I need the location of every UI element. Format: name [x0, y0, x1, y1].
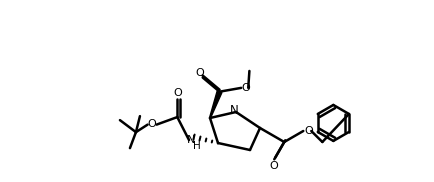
Text: H: H [193, 141, 201, 151]
Text: O: O [242, 83, 250, 93]
Text: O: O [304, 126, 312, 136]
Text: O: O [147, 119, 156, 129]
Polygon shape [210, 91, 222, 118]
Text: N: N [187, 135, 195, 145]
Text: O: O [195, 68, 204, 78]
Text: N: N [230, 104, 238, 118]
Text: O: O [270, 161, 279, 171]
Text: O: O [173, 88, 182, 98]
